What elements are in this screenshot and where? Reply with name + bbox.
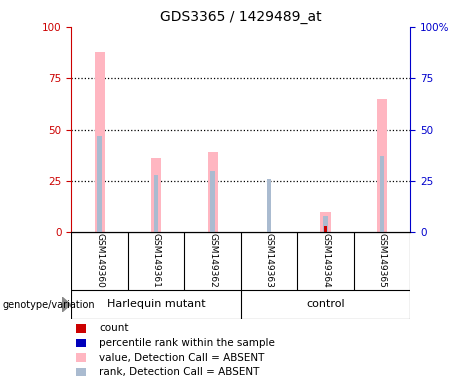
Bar — [207, 152, 218, 232]
Bar — [267, 179, 272, 232]
Text: percentile rank within the sample: percentile rank within the sample — [99, 338, 275, 348]
Bar — [380, 156, 384, 232]
Text: GSM149363: GSM149363 — [265, 233, 274, 287]
Text: GSM149362: GSM149362 — [208, 233, 217, 287]
Text: count: count — [99, 323, 129, 333]
Bar — [154, 175, 159, 232]
Text: genotype/variation: genotype/variation — [2, 300, 95, 310]
Text: GSM149361: GSM149361 — [152, 233, 161, 287]
Bar — [151, 158, 161, 232]
Text: value, Detection Call = ABSENT: value, Detection Call = ABSENT — [99, 353, 265, 362]
Bar — [377, 99, 387, 232]
Text: GSM149365: GSM149365 — [378, 233, 387, 287]
Bar — [210, 170, 215, 232]
Text: GSM149360: GSM149360 — [95, 233, 104, 287]
Polygon shape — [62, 297, 71, 312]
Title: GDS3365 / 1429489_at: GDS3365 / 1429489_at — [160, 10, 322, 25]
Text: control: control — [306, 299, 345, 310]
Bar — [324, 226, 327, 232]
Bar — [323, 216, 328, 232]
Text: Harlequin mutant: Harlequin mutant — [107, 299, 206, 310]
Bar — [95, 51, 105, 232]
Bar — [320, 212, 331, 232]
Bar — [97, 136, 102, 232]
Text: rank, Detection Call = ABSENT: rank, Detection Call = ABSENT — [99, 367, 260, 377]
Text: GSM149364: GSM149364 — [321, 233, 330, 287]
